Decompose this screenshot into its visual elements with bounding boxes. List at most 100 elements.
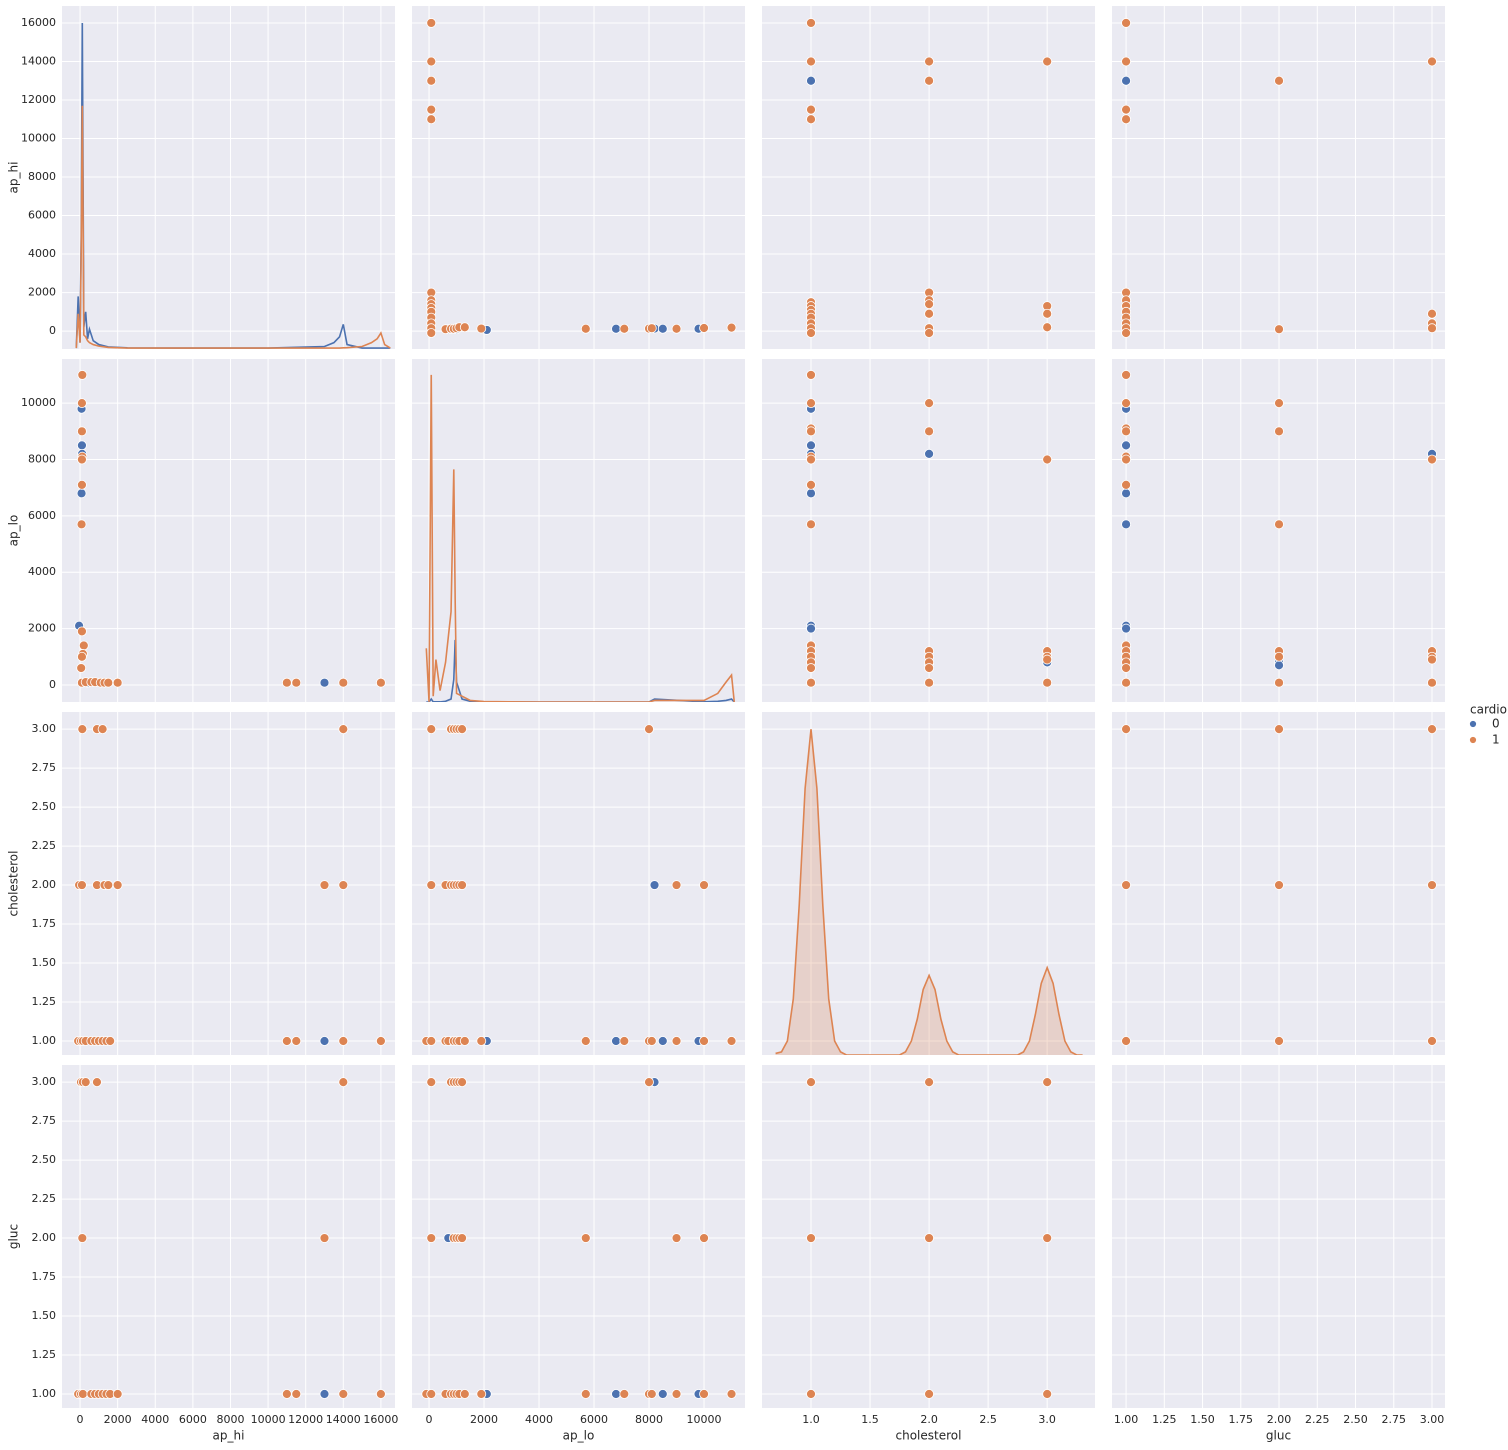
point (1121, 677, 1131, 688)
y-tick-label: 1.25 (32, 1348, 57, 1361)
panel (762, 712, 1095, 1055)
x-axis-label: ap_lo (563, 1429, 595, 1443)
kde-line (425, 374, 736, 702)
point (1042, 322, 1053, 333)
point (924, 1389, 934, 1399)
point (1274, 660, 1284, 671)
point (426, 1036, 437, 1046)
point (1121, 479, 1131, 490)
legend-marker (1469, 736, 1477, 744)
point (77, 1389, 88, 1399)
point (646, 1036, 657, 1046)
y-tick-label: 10000 (21, 396, 56, 409)
point (924, 677, 934, 688)
y-tick-label: 6000 (28, 509, 56, 522)
point (1274, 880, 1284, 890)
point (112, 677, 123, 688)
point (806, 677, 816, 688)
point (1121, 398, 1131, 409)
plot-content (73, 724, 386, 1046)
plot-area (412, 359, 745, 702)
point (806, 1077, 816, 1088)
panel (412, 1065, 745, 1408)
point (459, 322, 470, 333)
legend-title: cardio (1470, 703, 1507, 717)
point (112, 880, 123, 890)
point (77, 479, 87, 490)
x-tick-label: 2.75 (1382, 1413, 1407, 1426)
point (338, 677, 349, 688)
point (103, 880, 114, 890)
point (1427, 454, 1437, 465)
x-tick-label: 2.25 (1305, 1413, 1330, 1426)
panel (412, 6, 745, 349)
point (671, 1233, 682, 1243)
plot-content (75, 22, 391, 349)
point (426, 880, 437, 890)
point (580, 323, 591, 334)
x-tick-label: 2.00 (1267, 1413, 1292, 1426)
point (476, 1389, 487, 1399)
x-tick-label: 8000 (635, 1413, 663, 1426)
x-tick-label: 6000 (580, 1413, 608, 1426)
point (281, 677, 292, 688)
point (319, 677, 330, 688)
point (338, 1036, 349, 1046)
x-tick-label: 1.5 (861, 1413, 879, 1426)
plot-area (1112, 1065, 1445, 1408)
point (924, 56, 934, 67)
x-tick-label: 6000 (179, 1413, 207, 1426)
point (1121, 519, 1131, 530)
point (459, 1036, 470, 1046)
point (806, 1389, 816, 1399)
plot-area (62, 1065, 395, 1408)
point (619, 323, 630, 334)
point (92, 1077, 102, 1088)
point (281, 1036, 292, 1046)
x-tick-label: 1.00 (1114, 1413, 1139, 1426)
panel (762, 1065, 1095, 1408)
point (103, 677, 114, 688)
point (806, 488, 816, 499)
point (806, 519, 816, 530)
point (1274, 324, 1284, 335)
point (426, 724, 437, 735)
point (1121, 56, 1131, 67)
point (1121, 75, 1131, 86)
y-tick-label: 0 (49, 678, 56, 691)
point (806, 56, 816, 67)
x-tick-label: 1.25 (1152, 1413, 1177, 1426)
point (1042, 1077, 1053, 1088)
y-tick-label: 2.75 (32, 761, 57, 774)
y-tick-label: 3.00 (32, 722, 57, 735)
point (1121, 623, 1131, 634)
point (699, 323, 709, 333)
point (924, 663, 934, 673)
point (1121, 370, 1131, 380)
point (281, 1389, 292, 1399)
y-tick-label: 8000 (28, 452, 56, 465)
x-tick-label: 2000 (104, 1413, 132, 1426)
y-tick-label: 2.50 (32, 1153, 57, 1166)
y-tick-label: 2.25 (32, 1192, 57, 1205)
point (375, 1036, 386, 1046)
point (375, 1389, 386, 1399)
y-tick-label: 2.00 (32, 878, 57, 891)
point (1121, 880, 1131, 890)
y-tick-label: 1.00 (32, 1387, 57, 1400)
point (77, 1233, 88, 1243)
point (806, 623, 816, 634)
point (319, 880, 330, 890)
point (77, 454, 87, 465)
plot-content (775, 729, 1083, 1055)
panel (1112, 359, 1445, 702)
point (924, 75, 934, 86)
point (924, 1077, 934, 1088)
panel (62, 1065, 395, 1408)
point (806, 328, 816, 338)
y-tick-label: 2000 (28, 622, 56, 635)
point (726, 1036, 737, 1046)
point (1121, 18, 1131, 28)
point (671, 323, 682, 334)
point (291, 1036, 302, 1046)
